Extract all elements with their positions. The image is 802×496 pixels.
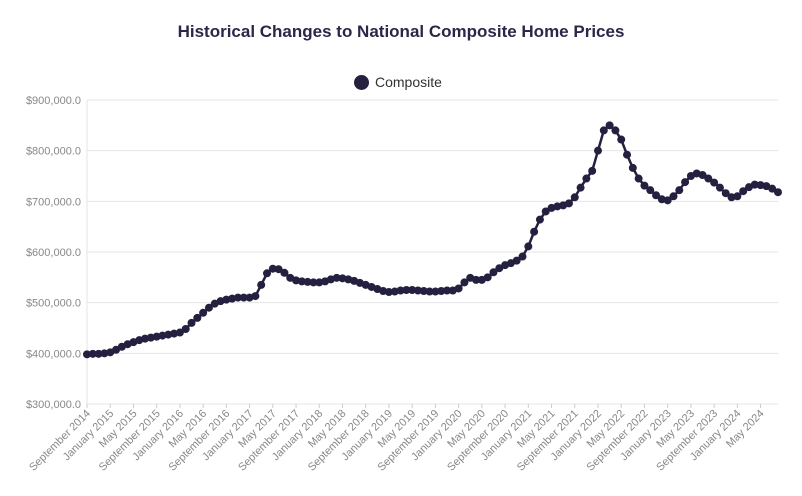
- data-point[interactable]: [698, 170, 707, 179]
- data-point[interactable]: [564, 199, 573, 208]
- data-point[interactable]: [233, 293, 242, 302]
- data-point[interactable]: [460, 278, 469, 287]
- data-point[interactable]: [675, 186, 684, 195]
- data-point[interactable]: [239, 293, 248, 302]
- data-point[interactable]: [181, 325, 190, 334]
- data-point[interactable]: [187, 318, 196, 327]
- data-point[interactable]: [419, 287, 428, 296]
- data-point[interactable]: [175, 328, 184, 337]
- data-point[interactable]: [704, 174, 713, 183]
- data-point[interactable]: [512, 256, 521, 265]
- data-point[interactable]: [570, 193, 579, 202]
- data-point[interactable]: [774, 188, 782, 197]
- y-tick-label: $900,000.0: [26, 95, 81, 107]
- data-point[interactable]: [518, 252, 527, 261]
- data-point[interactable]: [274, 265, 283, 274]
- data-point[interactable]: [733, 192, 742, 201]
- legend[interactable]: Composite: [354, 74, 442, 90]
- data-point[interactable]: [588, 166, 597, 175]
- data-point[interactable]: [402, 286, 411, 294]
- data-point[interactable]: [257, 280, 266, 289]
- data-point[interactable]: [710, 178, 719, 187]
- data-point[interactable]: [535, 215, 544, 224]
- data-point[interactable]: [530, 227, 539, 236]
- data-point[interactable]: [454, 284, 463, 293]
- data-point[interactable]: [750, 180, 759, 189]
- y-tick-label: $500,000.0: [26, 298, 81, 310]
- data-point[interactable]: [309, 278, 318, 287]
- data-point[interactable]: [640, 181, 649, 190]
- data-point[interactable]: [83, 350, 91, 359]
- data-point[interactable]: [297, 277, 306, 286]
- data-point[interactable]: [617, 135, 626, 144]
- data-point[interactable]: [384, 288, 393, 297]
- data-point[interactable]: [251, 292, 260, 301]
- data-point[interactable]: [88, 349, 97, 358]
- data-point[interactable]: [396, 286, 405, 295]
- data-point[interactable]: [681, 178, 690, 187]
- data-point[interactable]: [605, 121, 614, 130]
- data-point[interactable]: [669, 192, 678, 201]
- chart-title: Historical Changes to National Composite…: [177, 22, 625, 41]
- data-point[interactable]: [199, 308, 208, 317]
- data-point[interactable]: [768, 184, 777, 193]
- data-point[interactable]: [280, 268, 289, 277]
- data-point[interactable]: [623, 150, 632, 159]
- data-point[interactable]: [721, 189, 730, 198]
- data-point[interactable]: [599, 126, 608, 135]
- data-point[interactable]: [489, 268, 498, 277]
- data-point[interactable]: [634, 174, 643, 183]
- data-point[interactable]: [593, 146, 602, 155]
- data-point[interactable]: [268, 264, 277, 273]
- data-point[interactable]: [739, 187, 748, 196]
- data-point[interactable]: [582, 174, 591, 183]
- data-point[interactable]: [541, 207, 550, 216]
- data-point[interactable]: [437, 287, 446, 296]
- data-point[interactable]: [646, 186, 655, 195]
- data-point[interactable]: [408, 286, 417, 294]
- data-point[interactable]: [524, 242, 533, 251]
- y-tick-label: $700,000.0: [26, 196, 81, 208]
- data-point[interactable]: [483, 273, 492, 282]
- legend-label: Composite: [375, 74, 442, 90]
- data-point[interactable]: [576, 183, 585, 192]
- legend-marker: [354, 74, 369, 90]
- data-point[interactable]: [413, 286, 422, 295]
- y-tick-label: $300,000.0: [26, 399, 81, 411]
- data-point[interactable]: [652, 191, 661, 200]
- data-point[interactable]: [303, 277, 312, 286]
- data-point[interactable]: [628, 163, 637, 172]
- data-point[interactable]: [94, 349, 103, 358]
- y-tick-label: $400,000.0: [26, 348, 81, 360]
- y-tick-label: $600,000.0: [26, 247, 81, 259]
- data-point[interactable]: [663, 196, 672, 205]
- data-point[interactable]: [431, 287, 440, 296]
- y-tick-label: $800,000.0: [26, 146, 81, 158]
- data-point[interactable]: [443, 286, 452, 295]
- data-point[interactable]: [472, 275, 481, 284]
- data-point[interactable]: [193, 313, 202, 322]
- data-point[interactable]: [332, 273, 341, 282]
- data-point[interactable]: [263, 269, 272, 278]
- data-point[interactable]: [611, 126, 620, 135]
- data-point[interactable]: [204, 303, 213, 312]
- data-point[interactable]: [715, 183, 724, 192]
- data-point[interactable]: [425, 287, 434, 296]
